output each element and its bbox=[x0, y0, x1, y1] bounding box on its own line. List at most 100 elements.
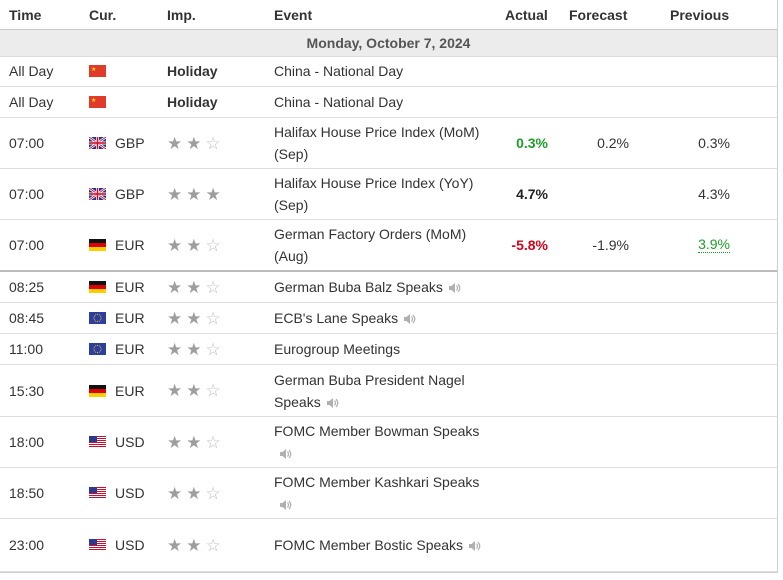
importance-rating: ★ ★ ★ bbox=[167, 169, 221, 219]
event-name-link[interactable]: China - National Day bbox=[274, 94, 404, 110]
actual-value: 0.3% bbox=[516, 135, 548, 151]
forecast-value bbox=[560, 272, 629, 302]
event-name-link[interactable]: German Buba President Nagel Speaks bbox=[274, 371, 465, 410]
table-row[interactable]: 18:50 USD ★ ★ ☆ FOMC Member Kashkari Speaks bbox=[0, 468, 777, 519]
table-row[interactable]: All Day ★ Holiday China - National Day bbox=[0, 87, 777, 118]
star-filled-icon: ★ bbox=[186, 184, 202, 204]
previous-value-text[interactable]: 3.9% bbox=[698, 236, 730, 253]
forecast-value bbox=[560, 169, 629, 219]
country-flag-icon: ★ bbox=[89, 87, 106, 117]
currency-code: EUR bbox=[115, 237, 145, 253]
star-filled-icon: ★ bbox=[167, 432, 183, 452]
importance-rating: Holiday bbox=[167, 94, 218, 110]
star-filled-icon: ★ bbox=[167, 381, 183, 400]
header-event[interactable]: Event bbox=[274, 7, 313, 23]
event-name-link[interactable]: German Buba Balz Speaks bbox=[274, 279, 443, 295]
event-name-link[interactable]: Eurogroup Meetings bbox=[274, 341, 401, 357]
event-name[interactable]: FOMC Member Kashkari Speaks bbox=[274, 468, 484, 518]
speaker-icon bbox=[398, 310, 416, 326]
star-empty-icon: ☆ bbox=[205, 235, 221, 255]
speaker-icon bbox=[321, 394, 339, 410]
event-name[interactable]: FOMC Member Bowman Speaks bbox=[274, 417, 484, 467]
event-name-link[interactable]: German Factory Orders (MoM) (Aug) bbox=[274, 226, 467, 264]
actual-value: -5.8% bbox=[511, 237, 548, 253]
event-name-link[interactable]: FOMC Member Bostic Speaks bbox=[274, 537, 464, 553]
event-name[interactable]: German Buba Balz Speaks bbox=[274, 272, 484, 302]
table-row[interactable]: 15:30 EUR ★ ★ ☆ German Buba President Nagel S… bbox=[0, 365, 777, 417]
star-empty-icon: ☆ bbox=[205, 535, 221, 555]
event-time: 08:25 bbox=[9, 279, 45, 295]
event-name-link[interactable]: FOMC Member Kashkari Speaks bbox=[274, 474, 480, 490]
country-flag-icon bbox=[89, 118, 106, 168]
previous-value bbox=[660, 468, 730, 518]
actual-value bbox=[490, 334, 548, 364]
event-name-link[interactable]: ECB's Lane Speaks bbox=[274, 310, 399, 326]
header-previous[interactable]: Previous bbox=[670, 7, 730, 23]
currency-code: EUR bbox=[115, 382, 145, 399]
star-filled-icon: ★ bbox=[186, 308, 202, 328]
table-row[interactable]: 07:00 EUR ★ ★ ☆ German Factory Orders (MoM) (… bbox=[0, 220, 777, 272]
event-name[interactable]: FOMC Member Bostic Speaks bbox=[274, 519, 484, 571]
previous-value bbox=[660, 272, 730, 302]
country-flag-icon bbox=[89, 334, 106, 364]
table-row[interactable]: 07:00 GBP ★ ★ ★ Halifax House Price Index (Yo… bbox=[0, 169, 777, 220]
event-name[interactable]: German Factory Orders (MoM) (Aug) bbox=[274, 220, 484, 270]
star-empty-icon: ☆ bbox=[205, 277, 221, 297]
country-flag-icon bbox=[89, 272, 106, 302]
event-name-link[interactable]: China - National Day bbox=[274, 63, 404, 79]
event-name[interactable]: Eurogroup Meetings bbox=[274, 334, 484, 364]
previous-value: 4.3% bbox=[660, 169, 730, 219]
star-empty-icon: ☆ bbox=[205, 339, 221, 359]
star-filled-icon: ★ bbox=[186, 535, 202, 555]
event-time: 18:50 bbox=[9, 485, 45, 501]
star-filled-icon: ★ bbox=[167, 184, 183, 204]
event-time: 07:00 bbox=[9, 135, 45, 151]
table-row[interactable]: 23:00 USD ★ ★ ☆ FOMC Member Bostic Speaks bbox=[0, 519, 777, 572]
event-name-link[interactable]: FOMC Member Bowman Speaks bbox=[274, 423, 480, 439]
currency-code: EUR bbox=[115, 279, 145, 295]
event-name[interactable]: Halifax House Price Index (MoM) (Sep) bbox=[274, 118, 484, 168]
event-name-link[interactable]: Halifax House Price Index (YoY) (Sep) bbox=[274, 175, 474, 213]
event-name-link[interactable]: Halifax House Price Index (MoM) (Sep) bbox=[274, 124, 480, 162]
date-row: Monday, October 7, 2024 bbox=[0, 30, 777, 57]
star-filled-icon: ★ bbox=[167, 133, 183, 153]
table-row[interactable]: 18:00 USD ★ ★ ☆ FOMC Member Bowman Speaks bbox=[0, 417, 777, 468]
header-time[interactable]: Time bbox=[9, 7, 42, 23]
currency-code: USD bbox=[115, 434, 145, 450]
event-time: 07:00 bbox=[9, 237, 45, 253]
header-importance[interactable]: Imp. bbox=[167, 7, 196, 23]
previous-value bbox=[660, 519, 730, 571]
table-row[interactable]: 07:00 GBP ★ ★ ☆ Halifax House Price Index (Mo… bbox=[0, 118, 777, 169]
event-time: All Day bbox=[9, 63, 54, 79]
country-flag-icon: ★ bbox=[89, 56, 106, 86]
event-name[interactable]: German Buba President Nagel Speaks bbox=[274, 365, 484, 416]
header-forecast[interactable]: Forecast bbox=[569, 7, 628, 23]
event-name[interactable]: China - National Day bbox=[274, 87, 484, 117]
previous-value-text: 4.3% bbox=[698, 186, 730, 202]
currency-code: EUR bbox=[115, 310, 145, 326]
currency-code: GBP bbox=[115, 135, 145, 151]
event-name[interactable]: China - National Day bbox=[274, 56, 484, 86]
table-row[interactable]: 08:25 EUR ★ ★ ☆ German Buba Balz Speaks bbox=[0, 272, 777, 303]
importance-rating: ★ ★ ☆ bbox=[167, 519, 221, 571]
previous-value bbox=[660, 417, 730, 467]
forecast-value: 0.2% bbox=[597, 135, 629, 151]
star-filled-icon: ★ bbox=[167, 235, 183, 255]
country-flag-icon bbox=[89, 365, 106, 416]
forecast-value bbox=[560, 87, 629, 117]
header-currency[interactable]: Cur. bbox=[89, 7, 117, 23]
star-filled-icon: ★ bbox=[186, 235, 202, 255]
importance-rating: ★ ★ ☆ bbox=[167, 334, 221, 364]
speaker-icon bbox=[274, 496, 292, 512]
event-name[interactable]: ECB's Lane Speaks bbox=[274, 303, 484, 333]
importance-rating: ★ ★ ☆ bbox=[167, 272, 221, 302]
header-actual[interactable]: Actual bbox=[505, 7, 548, 23]
table-row[interactable]: All Day ★ Holiday China - National Day bbox=[0, 56, 777, 87]
event-time: 11:00 bbox=[9, 341, 43, 357]
event-time: 18:00 bbox=[9, 434, 45, 450]
event-name[interactable]: Halifax House Price Index (YoY) (Sep) bbox=[274, 169, 484, 219]
table-row[interactable]: 11:00 EUR ★ ★ ☆ Eurogroup Meetings bbox=[0, 334, 777, 365]
table-row[interactable]: 08:45 EUR ★ ★ ☆ ECB's Lane Speaks bbox=[0, 303, 777, 334]
country-flag-icon bbox=[89, 169, 106, 219]
star-filled-icon: ★ bbox=[186, 277, 202, 297]
